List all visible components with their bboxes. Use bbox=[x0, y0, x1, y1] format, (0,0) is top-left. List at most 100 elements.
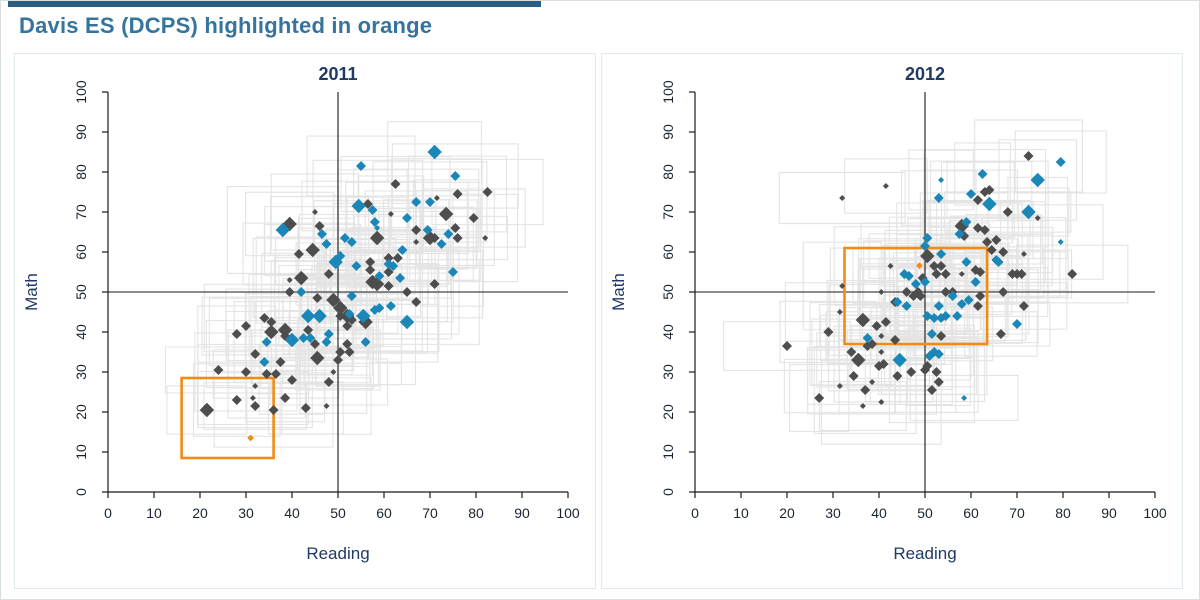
data-point bbox=[259, 313, 270, 323]
ci-box bbox=[275, 238, 397, 286]
x-tick-label: 50 bbox=[330, 505, 346, 521]
data-point bbox=[450, 223, 461, 233]
data-point bbox=[903, 271, 914, 281]
data-point bbox=[383, 281, 394, 291]
x-tick-label: 60 bbox=[376, 505, 392, 521]
data-point bbox=[915, 291, 926, 301]
data-point bbox=[241, 367, 251, 377]
ci-box bbox=[844, 158, 928, 214]
data-point bbox=[906, 367, 917, 377]
y-tick-label: 100 bbox=[73, 80, 89, 104]
ci-box bbox=[340, 155, 451, 213]
data-point bbox=[814, 393, 825, 403]
data-point bbox=[402, 213, 412, 223]
data-point bbox=[839, 283, 846, 289]
ci-box bbox=[409, 206, 474, 282]
data-point bbox=[986, 245, 997, 255]
data-point bbox=[374, 303, 385, 313]
data-point bbox=[312, 308, 327, 324]
data-point bbox=[901, 301, 912, 311]
data-point bbox=[312, 209, 318, 215]
data-point bbox=[887, 263, 894, 269]
data-point bbox=[859, 403, 866, 409]
ci-box bbox=[846, 329, 953, 391]
y-tick-label: 60 bbox=[73, 244, 89, 260]
data-point bbox=[231, 395, 242, 405]
data-point bbox=[1023, 151, 1034, 161]
data-point bbox=[374, 225, 381, 231]
ci-box bbox=[345, 181, 469, 255]
x-axis-title: Reading bbox=[306, 544, 369, 563]
data-point bbox=[972, 223, 983, 233]
data-point bbox=[991, 235, 1002, 245]
x-tick-label: 50 bbox=[917, 505, 933, 521]
y-tick-label: 30 bbox=[660, 364, 676, 380]
panel-title: 2011 bbox=[318, 64, 357, 84]
data-point bbox=[1067, 269, 1078, 279]
data-point bbox=[286, 277, 293, 283]
data-point bbox=[998, 287, 1009, 297]
data-point bbox=[411, 197, 422, 207]
data-point bbox=[901, 287, 912, 297]
data-point bbox=[312, 293, 323, 303]
data-point bbox=[365, 265, 376, 275]
data-point bbox=[836, 309, 843, 315]
data-point bbox=[374, 271, 385, 281]
x-tick-label: 0 bbox=[104, 505, 112, 521]
top-accent-bar bbox=[8, 1, 541, 7]
x-tick-label: 80 bbox=[468, 505, 484, 521]
data-point bbox=[344, 347, 355, 357]
data-point bbox=[979, 225, 990, 235]
data-point bbox=[933, 193, 944, 203]
data-point bbox=[982, 196, 997, 212]
data-point bbox=[305, 333, 316, 343]
data-point bbox=[975, 267, 986, 277]
data-point bbox=[961, 217, 972, 227]
x-tick-label: 90 bbox=[514, 505, 530, 521]
x-tick-label: 70 bbox=[1009, 505, 1025, 521]
ci-box bbox=[288, 310, 370, 358]
data-point bbox=[261, 369, 272, 379]
data-point bbox=[438, 206, 454, 222]
x-tick-label: 20 bbox=[192, 505, 208, 521]
data-point bbox=[310, 350, 325, 366]
data-point bbox=[1012, 319, 1022, 329]
data-point bbox=[360, 337, 371, 347]
data-point bbox=[855, 312, 871, 328]
data-point bbox=[335, 347, 346, 357]
data-point bbox=[892, 297, 903, 307]
ci-box bbox=[778, 171, 906, 225]
highlight-point bbox=[247, 434, 254, 442]
ci-box bbox=[298, 279, 429, 353]
y-tick-label: 80 bbox=[73, 164, 89, 180]
ci-box bbox=[375, 281, 439, 363]
ci-box bbox=[981, 217, 1067, 291]
x-tick-label: 90 bbox=[1101, 505, 1117, 521]
data-point bbox=[323, 269, 334, 279]
ci-box bbox=[870, 306, 994, 362]
data-point bbox=[310, 339, 320, 349]
y-tick-label: 100 bbox=[660, 80, 676, 104]
data-point bbox=[342, 339, 353, 349]
data-point bbox=[429, 233, 440, 243]
data-point bbox=[450, 171, 461, 181]
ci-box bbox=[431, 158, 544, 226]
x-tick-label: 0 bbox=[691, 505, 699, 521]
y-tick-label: 50 bbox=[660, 284, 676, 300]
data-point bbox=[323, 329, 334, 339]
data-point bbox=[452, 233, 463, 243]
data-point bbox=[335, 251, 346, 261]
data-point bbox=[846, 347, 857, 357]
data-point bbox=[330, 369, 337, 375]
data-point bbox=[931, 367, 942, 377]
data-point bbox=[979, 187, 990, 197]
y-tick-label: 20 bbox=[660, 404, 676, 420]
data-point bbox=[878, 359, 889, 369]
y-axis-title: Math bbox=[609, 273, 628, 311]
data-point bbox=[1016, 269, 1027, 279]
data-point bbox=[284, 332, 300, 348]
x-tick-label: 100 bbox=[556, 505, 580, 521]
y-tick-label: 70 bbox=[73, 204, 89, 220]
y-tick-label: 50 bbox=[73, 284, 89, 300]
ci-box bbox=[894, 331, 979, 413]
